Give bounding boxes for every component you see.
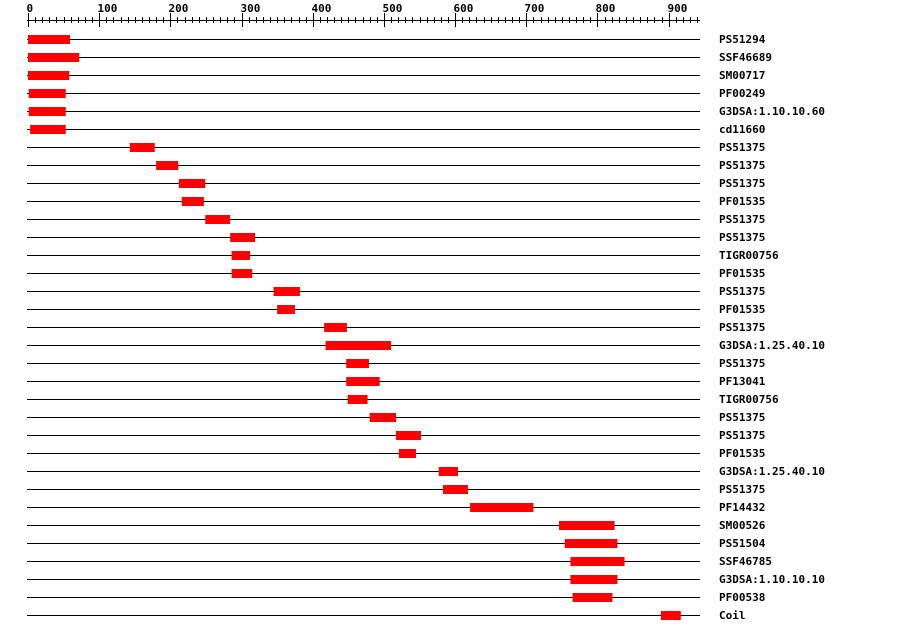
- row-label: PS51375: [719, 357, 765, 370]
- row-label: PS51375: [719, 285, 765, 298]
- row-label: G3DSA:1.25.40.10: [719, 339, 825, 352]
- x-tick-label: 400: [312, 2, 332, 15]
- domain-bar: [231, 269, 253, 278]
- domain-bar: [28, 35, 70, 44]
- domain-bar: [231, 251, 251, 260]
- row-label: SSF46689: [719, 51, 772, 64]
- row-label: PF01535: [719, 303, 765, 316]
- row-label: G3DSA:1.10.10.10: [719, 573, 825, 586]
- x-tick-label: 100: [98, 2, 118, 15]
- x-tick-label: 500: [383, 2, 403, 15]
- domain-bar: [30, 125, 66, 134]
- row-label: PF14432: [719, 501, 765, 514]
- row-label: Coil: [719, 609, 746, 622]
- domain-bar: [28, 53, 80, 62]
- x-tick-label: 200: [169, 2, 189, 15]
- domain-bar: [570, 557, 625, 566]
- row-label: SM00526: [719, 519, 766, 532]
- row-label: PF00538: [719, 591, 765, 604]
- row-label: SSF46785: [719, 555, 772, 568]
- domain-bar: [398, 449, 416, 458]
- domain-bar: [438, 467, 458, 476]
- row-label: G3DSA:1.25.40.10: [719, 465, 825, 478]
- row-label: PS51375: [719, 231, 765, 244]
- domain-bar: [28, 107, 66, 116]
- row-label: PF01535: [719, 195, 765, 208]
- domain-bar: [325, 341, 392, 350]
- row-label: PS51375: [719, 213, 765, 226]
- domain-bar: [346, 359, 369, 368]
- row-label: PF01535: [719, 267, 765, 280]
- domain-bar: [564, 539, 618, 548]
- row-label: SM00717: [719, 69, 765, 82]
- row-label: PS51504: [719, 537, 766, 550]
- row-label: PS51375: [719, 141, 765, 154]
- domain-bar: [369, 413, 397, 422]
- row-label: PF00249: [719, 87, 765, 100]
- domain-bar: [660, 611, 681, 620]
- x-tick-label: 800: [596, 2, 616, 15]
- domain-bar: [28, 89, 66, 98]
- domain-bar: [129, 143, 155, 152]
- row-label: PS51375: [719, 321, 765, 334]
- domain-bar: [396, 431, 421, 440]
- domain-bar: [230, 233, 256, 242]
- domain-bar: [570, 575, 618, 584]
- row-label: PS51375: [719, 177, 765, 190]
- row-label: PS51375: [719, 411, 765, 424]
- domain-bar: [277, 305, 295, 314]
- x-tick-label: 600: [454, 2, 474, 15]
- row-label: PS51375: [719, 483, 765, 496]
- row-label: G3DSA:1.10.10.60: [719, 105, 825, 118]
- x-tick-label: 900: [668, 2, 688, 15]
- domain-bar: [205, 215, 231, 224]
- x-tick-label: 300: [241, 2, 261, 15]
- domain-bar: [470, 503, 534, 512]
- domain-bar: [572, 593, 613, 602]
- row-label: cd11660: [719, 123, 765, 136]
- domain-bar: [28, 71, 70, 80]
- row-label: PF13041: [719, 375, 766, 388]
- domain-bar: [443, 485, 468, 494]
- domain-bar: [559, 521, 615, 530]
- row-label: PS51375: [719, 159, 765, 172]
- domain-bar: [178, 179, 206, 188]
- row-label: TIGR00756: [719, 393, 779, 406]
- domain-bar: [324, 323, 347, 332]
- row-label: PS51375: [719, 429, 765, 442]
- row-label: PF01535: [719, 447, 765, 460]
- domain-bar: [346, 377, 380, 386]
- x-tick-label: 700: [525, 2, 545, 15]
- domain-bar: [181, 197, 204, 206]
- domain-bar: [156, 161, 179, 170]
- domain-bar: [273, 287, 300, 296]
- domain-bar: [347, 395, 368, 404]
- row-label: PS51294: [719, 33, 766, 46]
- x-tick-label: 0: [27, 2, 34, 15]
- row-label: TIGR00756: [719, 249, 779, 262]
